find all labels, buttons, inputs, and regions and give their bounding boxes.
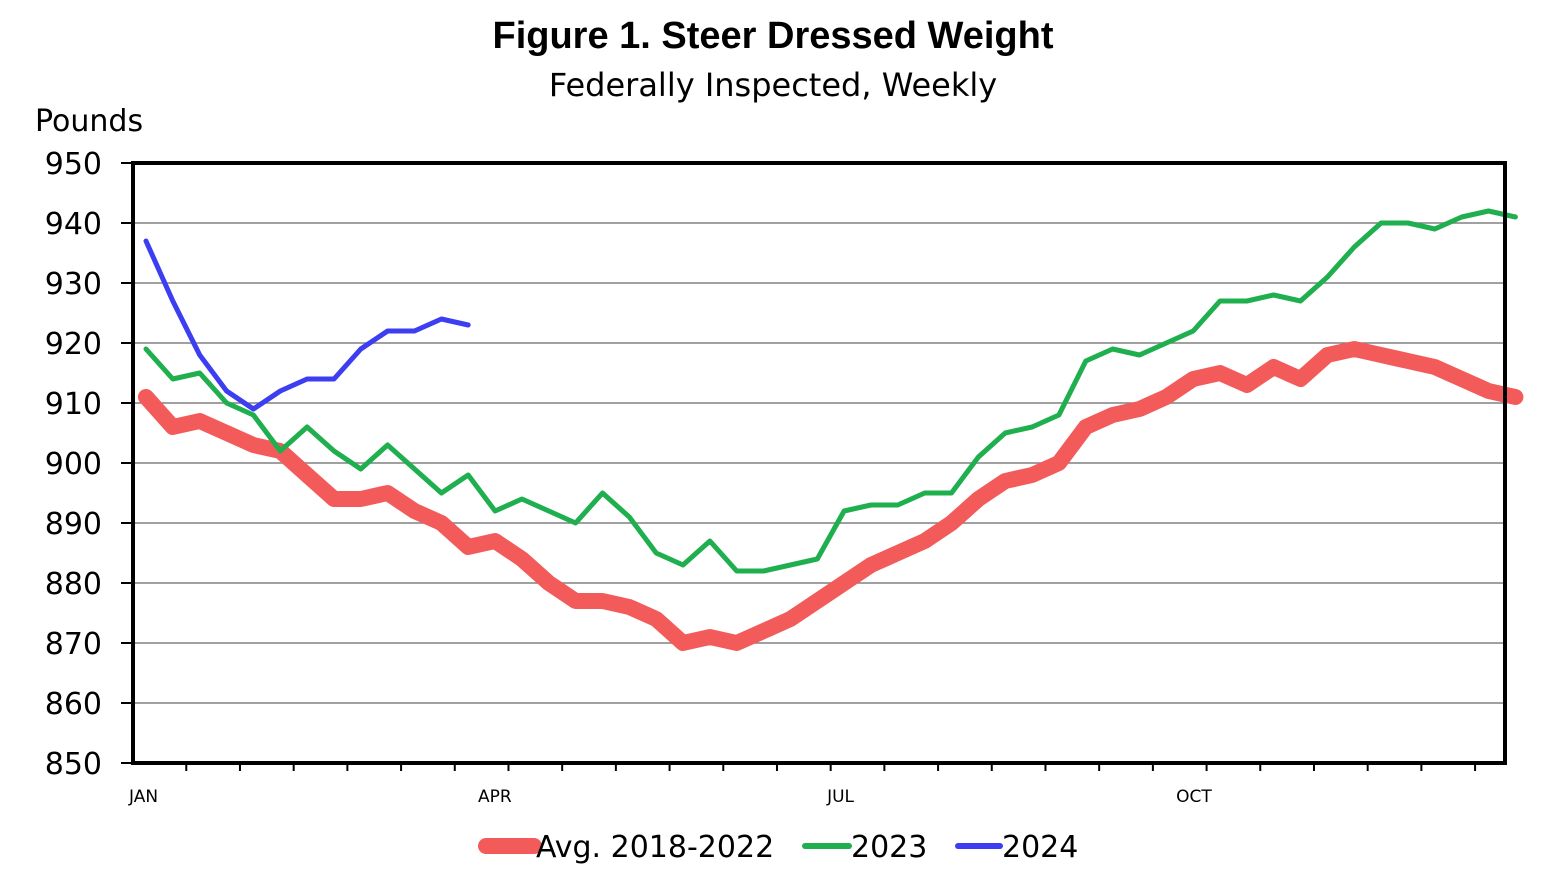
legend-label-avg: Avg. 2018-2022: [536, 830, 774, 865]
y-tick-label: 850: [45, 747, 102, 782]
legend-label-2024: 2024: [1002, 830, 1078, 865]
chart-subtitle: Federally Inspected, Weekly: [549, 66, 997, 104]
x-tick-label: JAN: [128, 787, 158, 807]
y-tick-label: 930: [45, 267, 102, 302]
y-tick-label: 920: [45, 327, 102, 362]
y-tick-label: 890: [45, 507, 102, 542]
series-line-2024: [143, 238, 471, 412]
series-lines: [138, 208, 1524, 651]
chart-title: Figure 1. Steer Dressed Weight: [492, 15, 1053, 57]
gridlines: [133, 222, 1505, 704]
x-tick-label: APR: [478, 787, 512, 807]
y-axis-ticks: 850 860 870 880 890 900 910 920 930 940 950: [45, 147, 133, 782]
y-tick-label: 870: [45, 627, 102, 662]
y-tick-label: 880: [45, 567, 102, 602]
y-axis-label: Pounds: [35, 104, 143, 139]
x-tick-label: JUL: [826, 787, 854, 807]
y-tick-label: 910: [45, 387, 102, 422]
x-axis-ticks: JAN APR JUL OCT: [128, 763, 1477, 807]
y-tick-label: 860: [45, 687, 102, 722]
y-tick-label: 940: [45, 207, 102, 242]
series-line-2023: [143, 208, 1518, 574]
x-tick-label: OCT: [1176, 787, 1212, 807]
plot-area-border: [131, 161, 1507, 765]
legend: Avg. 2018-2022 2023 2024: [478, 830, 1078, 865]
legend-label-2023: 2023: [851, 830, 927, 865]
series-line-avg-2018-2022: [138, 341, 1524, 651]
y-tick-label: 950: [45, 147, 102, 182]
y-tick-label: 900: [45, 447, 102, 482]
